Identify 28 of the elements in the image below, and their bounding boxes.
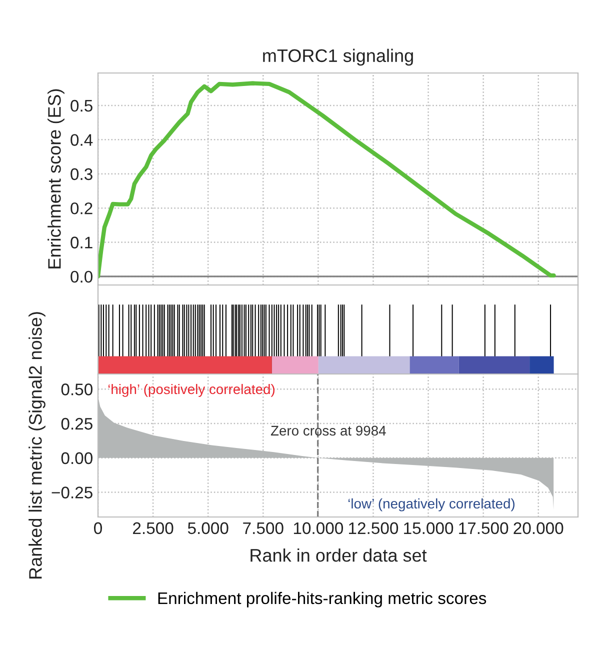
y-tick-label: 0.2 [70, 202, 92, 214]
annotation: Zero cross at 9984 [270, 426, 386, 436]
x-tick-label: 7.500 [243, 522, 284, 534]
annotation: ‘high’ (positively correlated) [108, 384, 274, 397]
x-tick-label: 20.000 [514, 522, 564, 534]
x-tick-label: 5.000 [188, 522, 228, 534]
y-tick-label: 0.3 [70, 168, 92, 180]
y-tick-label: 0.50 [61, 384, 92, 396]
x-tick-label: 0 [94, 522, 102, 534]
x-tick-label: 10.000 [294, 522, 344, 534]
y-tick-label: 0.25 [61, 418, 92, 430]
x-axis-title: Rank in order data set [250, 548, 427, 562]
x-tick-label: 12.500 [349, 522, 398, 534]
y-tick-label: −0.25 [52, 486, 92, 498]
y-axis-title: Ranked list metric (Signal2 noise) [28, 312, 46, 578]
x-tick-label: 15.000 [404, 522, 454, 534]
y-tick-label: 0.5 [70, 100, 92, 112]
y-tick-label: 0.1 [70, 236, 92, 248]
y-tick-label: 0.00 [61, 452, 92, 464]
line-series [98, 81, 556, 279]
annotation: ‘low’ (negatively correlated) [348, 498, 514, 512]
legend-label: Enrichment prolife-hits-ranking metric scores [158, 592, 486, 608]
x-tick-label: 17.500 [459, 522, 508, 534]
y-tick-label: 0.0 [70, 270, 92, 283]
chart-title: mTORC1 signaling [263, 48, 413, 66]
y-axis-title: Enrichment score (ES) [48, 89, 64, 268]
x-tick-label: 2.500 [133, 522, 174, 534]
y-tick-label: 0.4 [70, 134, 93, 146]
